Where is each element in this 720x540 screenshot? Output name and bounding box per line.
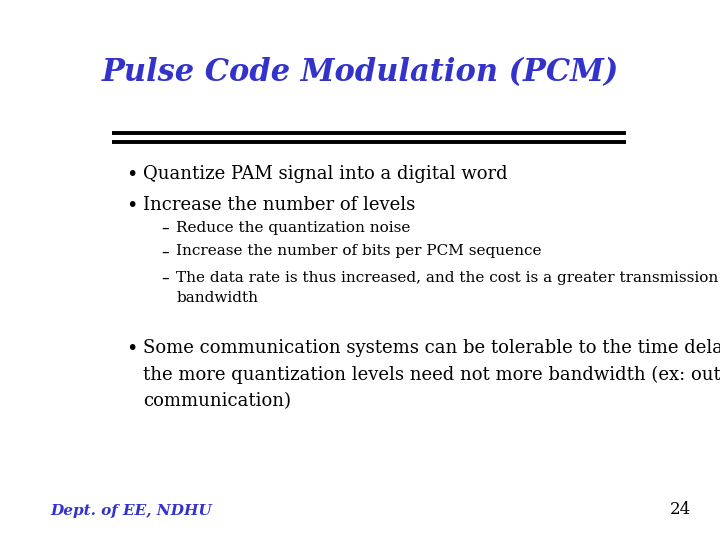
Text: Increase the number of bits per PCM sequence: Increase the number of bits per PCM sequ… xyxy=(176,245,542,259)
Text: Reduce the quantization noise: Reduce the quantization noise xyxy=(176,221,411,235)
Text: •: • xyxy=(126,196,138,215)
Text: The data rate is thus increased, and the cost is a greater transmission
bandwidt: The data rate is thus increased, and the… xyxy=(176,271,719,305)
Text: 24: 24 xyxy=(670,502,691,518)
Text: •: • xyxy=(126,165,138,184)
Text: –: – xyxy=(161,221,169,236)
Text: •: • xyxy=(126,339,138,358)
Text: Some communication systems can be tolerable to the time delay so that
the more q: Some communication systems can be tolera… xyxy=(143,339,720,410)
Text: –: – xyxy=(161,271,169,286)
Text: Increase the number of levels: Increase the number of levels xyxy=(143,196,415,214)
Text: –: – xyxy=(161,245,169,259)
Text: Dept. of EE, NDHU: Dept. of EE, NDHU xyxy=(50,504,212,518)
Text: Quantize PAM signal into a digital word: Quantize PAM signal into a digital word xyxy=(143,165,508,183)
Text: Pulse Code Modulation (PCM): Pulse Code Modulation (PCM) xyxy=(102,57,618,87)
